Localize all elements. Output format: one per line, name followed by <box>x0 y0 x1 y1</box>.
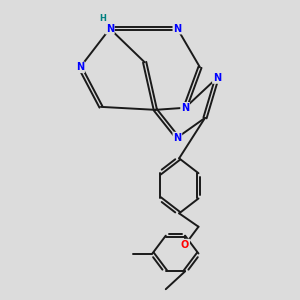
Text: O: O <box>181 240 189 250</box>
Text: N: N <box>76 62 84 72</box>
Text: N: N <box>173 24 181 34</box>
Text: N: N <box>181 103 189 113</box>
Text: N: N <box>213 73 221 83</box>
Text: N: N <box>106 24 114 34</box>
Text: N: N <box>173 133 181 142</box>
Text: H: H <box>99 14 106 23</box>
